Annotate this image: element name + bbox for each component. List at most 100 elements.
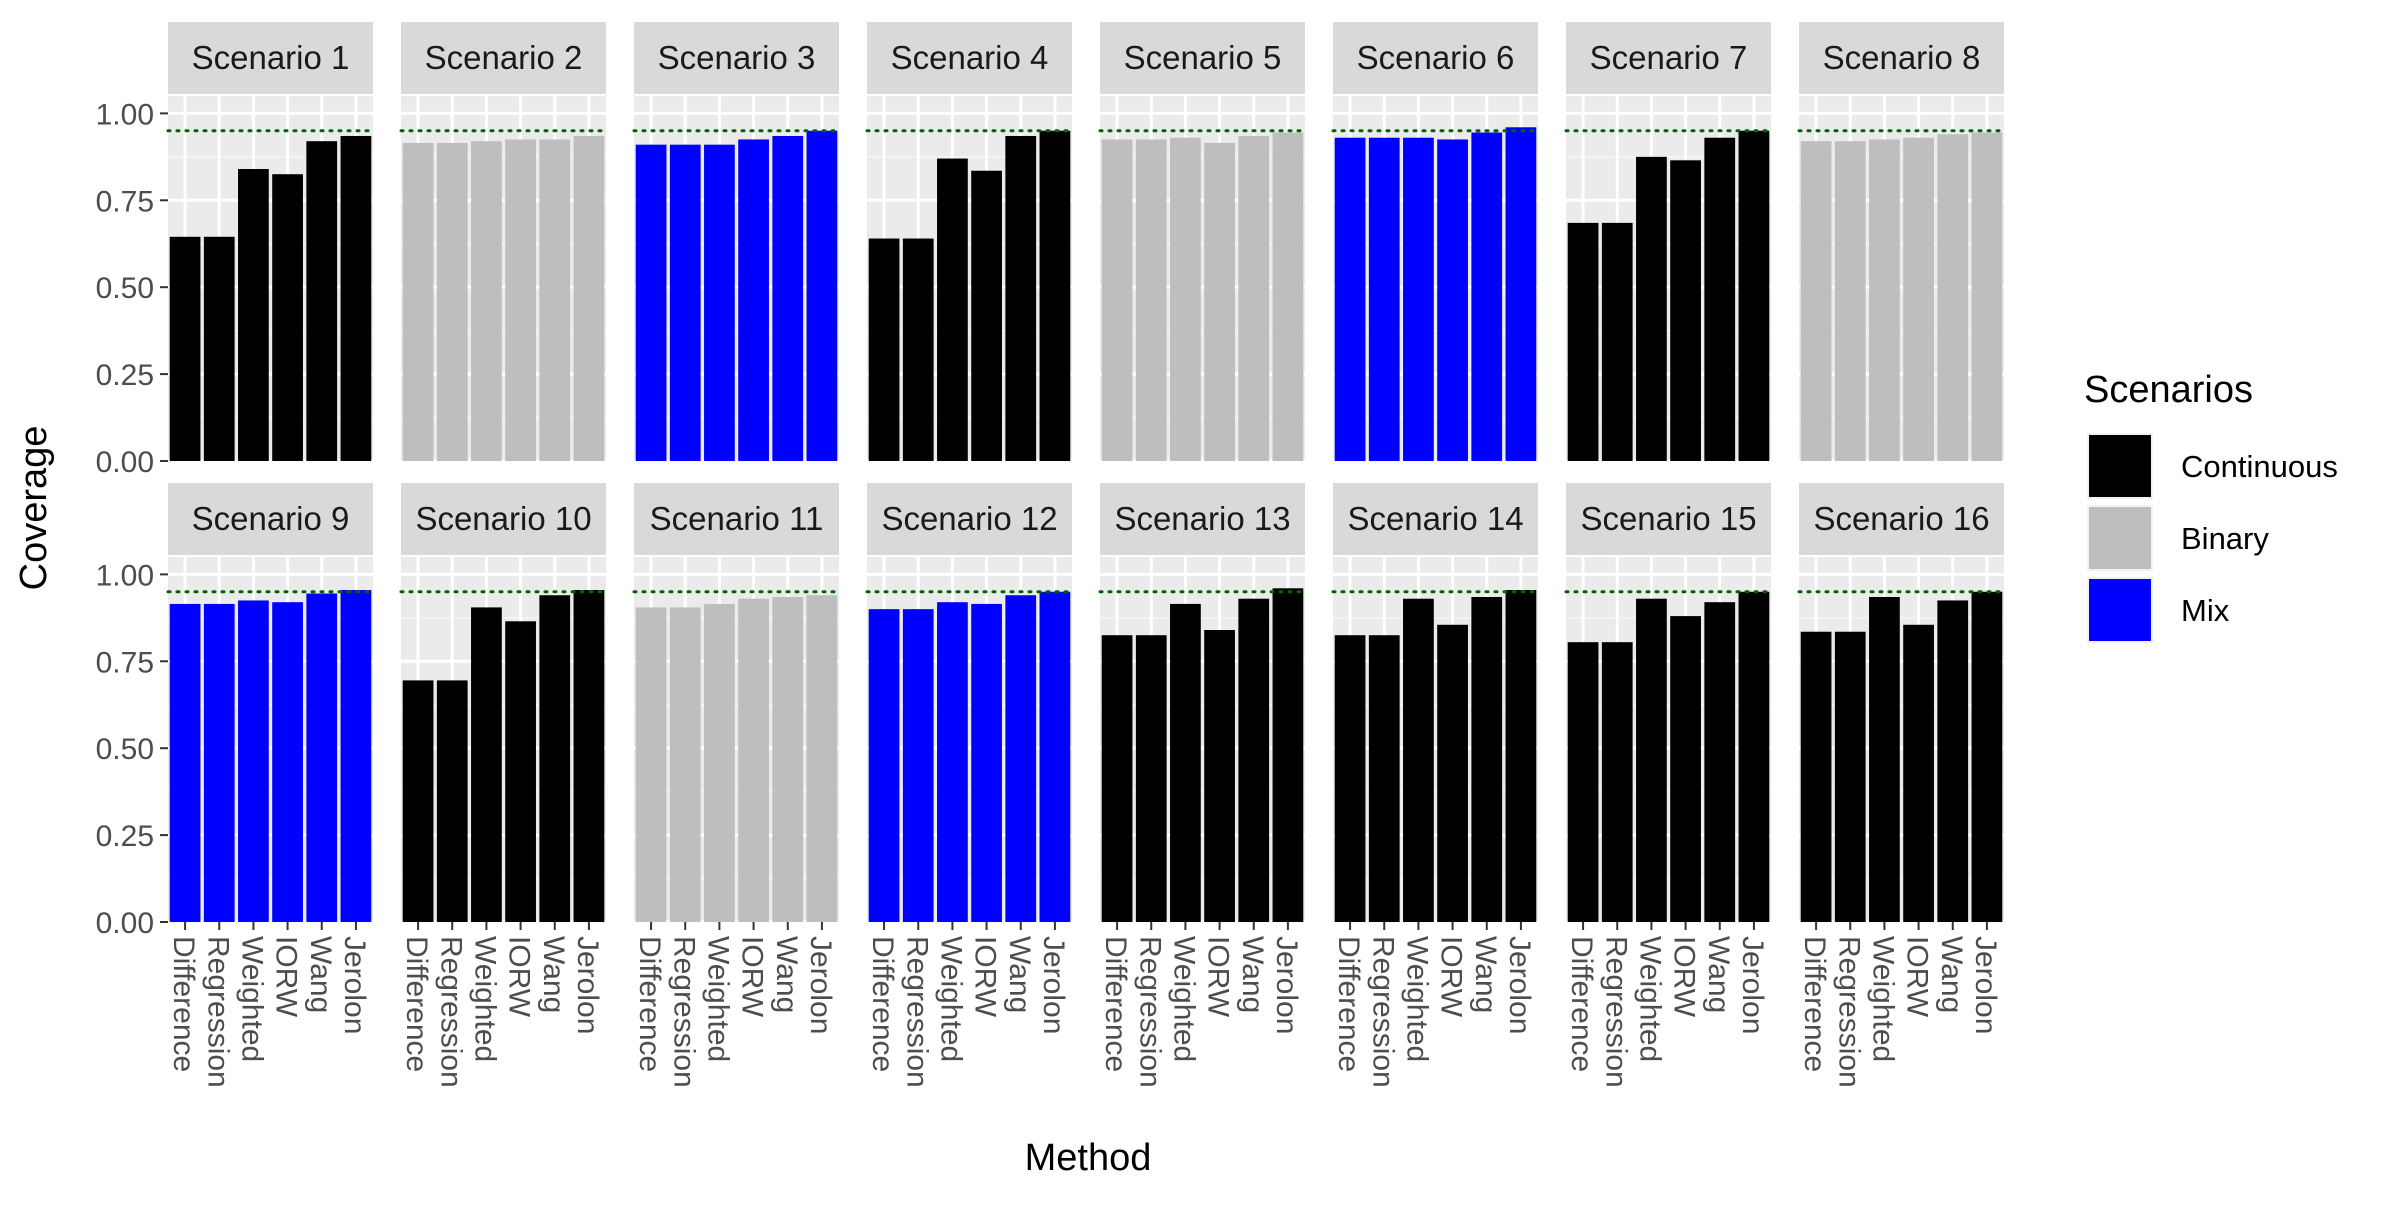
bar-jerolon	[573, 590, 605, 922]
bar-iorw	[1903, 137, 1934, 461]
bar-difference	[868, 238, 900, 461]
bar-wang	[1704, 137, 1736, 461]
x-tick-label: Weighted	[934, 936, 967, 1062]
x-tick-label: Regression	[1133, 936, 1166, 1088]
panel-scenario-6: Scenario 6	[1331, 22, 1540, 463]
x-tick-label: Jerolon	[571, 936, 604, 1034]
panel-title: Scenario 3	[658, 39, 816, 76]
legend: Continuous Binary Mix	[2087, 433, 2338, 643]
x-tick-label: Wang	[1702, 936, 1735, 1013]
bar-iorw	[1437, 139, 1468, 461]
panel-scenario-14: Scenario 14 Difference Regression Weighted I…	[1331, 483, 1540, 1088]
bar-weighted	[238, 600, 269, 922]
panel-scenario-5: Scenario 5	[1098, 22, 1307, 463]
x-tick-label: Difference	[167, 936, 200, 1072]
bar-wang	[1937, 600, 1969, 922]
x-tick-label: Weighted	[1167, 936, 1200, 1062]
y-tick-label: 1.00	[96, 98, 154, 131]
panel-strip	[168, 483, 373, 555]
bar-weighted	[937, 602, 968, 922]
bar-jerolon	[1039, 130, 1071, 461]
y-tick-label: 0.50	[96, 272, 154, 305]
panel-title: Scenario 1	[192, 39, 350, 76]
y-tick-label: 0.00	[96, 446, 154, 479]
bar-regression	[436, 680, 468, 922]
bar-jerolon	[1738, 130, 1770, 461]
bar-difference	[635, 607, 667, 922]
panel-strip	[1566, 22, 1771, 94]
x-tick-label: Wang	[1003, 936, 1036, 1013]
x-axis-title: Method	[1025, 1137, 1152, 1179]
bar-regression	[203, 236, 235, 461]
bar-iorw	[738, 598, 769, 922]
bar-iorw	[971, 603, 1002, 922]
x-tick-label: Regression	[667, 936, 700, 1088]
x-tick-label: IORW	[1668, 936, 1701, 1018]
bar-difference	[868, 609, 900, 922]
y-tick-label: 0.00	[96, 907, 154, 940]
bar-weighted	[1636, 598, 1667, 922]
bar-difference	[169, 603, 201, 922]
panel-scenario-13: Scenario 13 Difference Regression Weighted I…	[1098, 483, 1307, 1088]
x-tick-label: Wang	[1469, 936, 1502, 1013]
panel-scenario-12: Scenario 12 Difference Regression Weighted I…	[865, 483, 1074, 1088]
panel-scenario-16: Scenario 16 Difference Regression Weighted I…	[1797, 483, 2006, 1088]
bar-weighted	[238, 169, 269, 461]
panel-strip	[401, 22, 606, 94]
bar-weighted	[1869, 596, 1900, 922]
bar-wang	[1471, 596, 1503, 922]
panel-strip	[168, 22, 373, 94]
panel-strip	[867, 22, 1072, 94]
x-tick-label: Regression	[201, 936, 234, 1088]
bar-wang	[1937, 134, 1969, 461]
bar-weighted	[1170, 603, 1201, 922]
panel-strip	[634, 22, 839, 94]
panel-title: Scenario 9	[192, 500, 350, 537]
bar-iorw	[1670, 160, 1701, 462]
bar-weighted	[937, 158, 968, 462]
bar-regression	[1601, 642, 1633, 922]
y-tick-label: 1.00	[96, 559, 154, 592]
panel-title: Scenario 7	[1590, 39, 1748, 76]
bar-jerolon	[1971, 591, 2003, 922]
bar-difference	[169, 236, 201, 461]
panel-title: Scenario 12	[881, 500, 1057, 537]
bar-iorw	[272, 174, 303, 461]
panel-scenario-1: Scenario 1 0.00 0.25 0.50 0.75 1.00	[96, 22, 375, 479]
x-tick-label: Jerolon	[1969, 936, 2002, 1034]
x-tick-label: Difference	[1798, 936, 1831, 1072]
x-tick-label: Weighted	[1866, 936, 1899, 1062]
legend-label-continuous: Continuous	[2181, 449, 2338, 484]
panel-scenario-4: Scenario 4	[865, 22, 1074, 463]
legend-swatch-binary	[2089, 507, 2151, 569]
bar-regression	[669, 144, 701, 461]
x-tick-label: IORW	[270, 936, 303, 1018]
y-tick-label: 0.25	[96, 820, 154, 853]
bar-jerolon	[1272, 588, 1304, 922]
bar-weighted	[1403, 598, 1434, 922]
bar-iorw	[738, 139, 769, 461]
panel-title: Scenario 5	[1124, 39, 1282, 76]
panel-title: Scenario 4	[891, 39, 1049, 76]
x-tick-label: Regression	[1599, 936, 1632, 1088]
bar-jerolon	[1272, 132, 1304, 461]
bar-iorw	[505, 139, 536, 461]
y-tick-label: 0.50	[96, 733, 154, 766]
panel-strip	[1333, 483, 1538, 555]
bar-regression	[1601, 222, 1633, 461]
x-tick-label: Jerolon	[1736, 936, 1769, 1034]
x-tick-label: IORW	[503, 936, 536, 1018]
panel-scenario-2: Scenario 2	[399, 22, 608, 463]
bar-wang	[772, 135, 804, 461]
bar-regression	[1834, 141, 1866, 461]
bar-jerolon	[1971, 132, 2003, 461]
panel-strip	[867, 483, 1072, 555]
x-tick-label: Jerolon	[338, 936, 371, 1034]
bar-iorw	[1670, 616, 1701, 922]
panel-scenario-15: Scenario 15 Difference Regression Weighted I…	[1564, 483, 1773, 1088]
x-tick-label: Wang	[1236, 936, 1269, 1013]
bar-iorw	[1903, 624, 1934, 922]
x-tick-label: Difference	[1332, 936, 1365, 1072]
y-tick-label: 0.25	[96, 359, 154, 392]
y-tick-label: 0.75	[96, 646, 154, 679]
